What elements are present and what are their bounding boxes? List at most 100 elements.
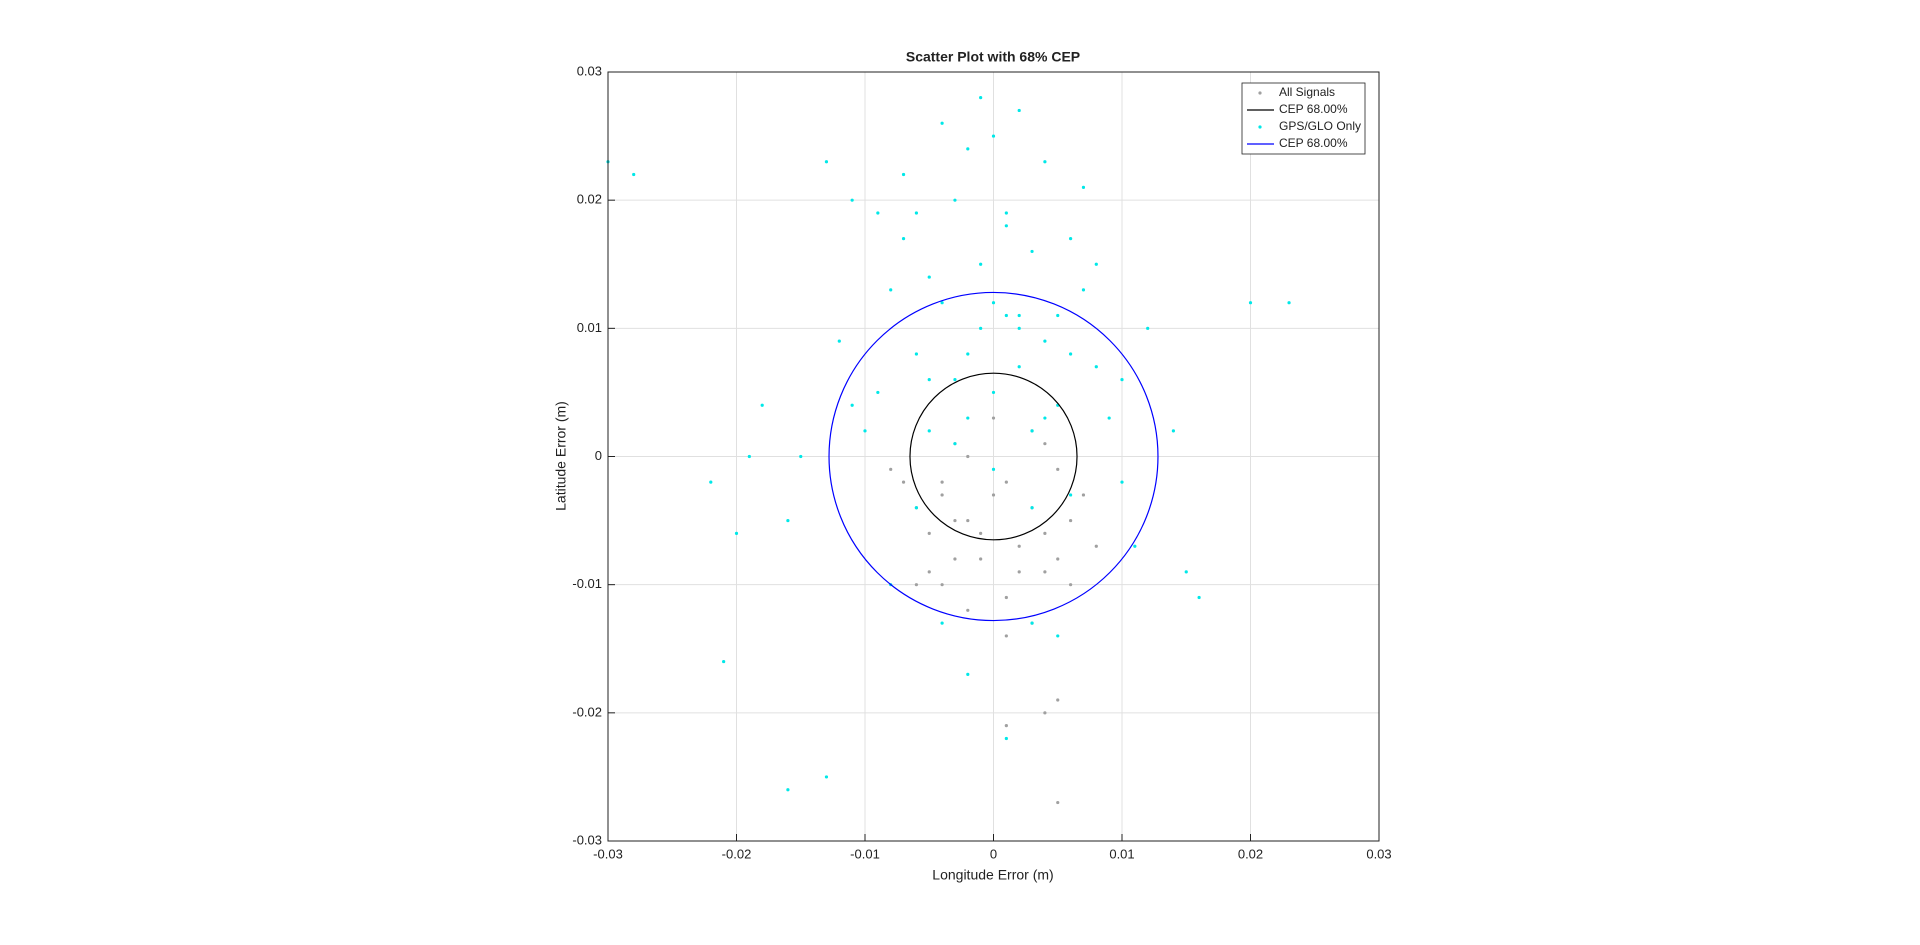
scatter-point bbox=[889, 467, 893, 471]
scatter-point bbox=[927, 570, 931, 574]
scatter-point bbox=[850, 198, 854, 202]
scatter-point bbox=[953, 198, 957, 202]
scatter-point bbox=[1133, 544, 1137, 548]
scatter-point bbox=[1069, 237, 1073, 241]
scatter-point bbox=[1184, 570, 1188, 574]
scatter-point bbox=[837, 339, 841, 343]
y-tick-label: -0.01 bbox=[572, 576, 602, 591]
legend-label: CEP 68.00% bbox=[1279, 102, 1348, 116]
x-tick-label: 0.01 bbox=[1109, 846, 1134, 861]
legend-marker bbox=[1258, 91, 1262, 95]
scatter-point bbox=[966, 608, 970, 612]
scatter-point bbox=[1004, 724, 1008, 728]
legend-marker bbox=[1258, 125, 1262, 129]
scatter-point bbox=[991, 467, 996, 471]
scatter-point bbox=[927, 378, 931, 382]
scatter-point bbox=[876, 211, 880, 215]
scatter-point bbox=[927, 429, 931, 433]
scatter-point bbox=[1030, 506, 1034, 510]
scatter-point bbox=[1017, 313, 1021, 318]
scatter-point bbox=[953, 442, 957, 446]
scatter-point bbox=[1043, 160, 1047, 164]
scatter-point bbox=[1069, 352, 1073, 356]
chart-title: Scatter Plot with 68% CEP bbox=[906, 49, 1080, 65]
scatter-point bbox=[966, 147, 970, 151]
scatter-point bbox=[991, 301, 996, 305]
axes-box bbox=[607, 71, 1380, 842]
scatter-point bbox=[889, 288, 893, 292]
y-tick-label: 0.02 bbox=[577, 192, 602, 207]
scatter-point bbox=[1171, 429, 1175, 433]
y-tick-label: 0.03 bbox=[577, 63, 602, 78]
scatter-point bbox=[1004, 736, 1008, 741]
scatter-point bbox=[863, 429, 867, 433]
scatter-point bbox=[824, 775, 829, 779]
x-tick-label: -0.01 bbox=[850, 846, 880, 861]
scatter-point bbox=[1017, 544, 1021, 548]
scatter-point bbox=[901, 480, 906, 484]
scatter-point bbox=[1056, 634, 1060, 638]
scatter-point bbox=[1004, 480, 1008, 484]
scatter-point bbox=[1030, 621, 1034, 625]
scatter-point bbox=[1030, 429, 1034, 433]
scatter-point bbox=[1056, 698, 1060, 702]
scatter-point bbox=[1107, 416, 1111, 420]
scatter-point bbox=[1004, 595, 1008, 600]
y-axis-label: Latitude Error (m) bbox=[553, 401, 569, 511]
scatter-point bbox=[940, 480, 944, 484]
y-tick-label: 0.01 bbox=[577, 320, 602, 335]
scatter-point bbox=[1069, 583, 1073, 587]
scatter-point bbox=[1017, 365, 1021, 369]
scatter-point bbox=[1004, 634, 1008, 638]
x-tick-label: -0.03 bbox=[593, 846, 623, 861]
scatter-point bbox=[747, 454, 751, 459]
scatter-point bbox=[1120, 480, 1124, 484]
scatter-point bbox=[876, 390, 880, 395]
scatter-point bbox=[1004, 313, 1008, 318]
scatter-point bbox=[1094, 544, 1098, 548]
scatter-point bbox=[991, 416, 996, 420]
y-tick-label: 0 bbox=[595, 448, 602, 463]
scatter-point bbox=[914, 583, 919, 587]
scatter-point bbox=[991, 134, 996, 138]
scatter-point bbox=[979, 531, 983, 536]
scatter-point bbox=[1043, 442, 1047, 446]
scatter-point bbox=[1081, 288, 1086, 292]
scatter-point bbox=[966, 416, 970, 420]
scatter-point bbox=[966, 352, 970, 356]
scatter-point bbox=[1197, 595, 1201, 600]
scatter-point bbox=[1043, 570, 1047, 574]
scatter-point bbox=[940, 583, 944, 587]
scatter-point bbox=[901, 237, 906, 241]
scatter-point bbox=[966, 672, 970, 676]
scatter-point bbox=[940, 493, 944, 497]
scatter-point bbox=[1017, 570, 1021, 574]
scatter-point bbox=[1043, 711, 1047, 715]
scatter-point bbox=[914, 506, 919, 510]
scatter-point bbox=[824, 160, 829, 164]
scatter-point bbox=[1094, 365, 1098, 369]
scatter-point bbox=[709, 480, 713, 484]
scatter-point bbox=[1120, 378, 1124, 382]
x-tick-label: 0.02 bbox=[1238, 846, 1263, 861]
scatter-point bbox=[927, 531, 931, 536]
y-tick-label: -0.02 bbox=[572, 704, 602, 719]
scatter-point bbox=[1056, 800, 1060, 805]
scatter-point bbox=[760, 403, 764, 407]
x-tick-label: 0 bbox=[990, 846, 997, 861]
scatter-point bbox=[1043, 339, 1047, 343]
scatter-point bbox=[1004, 211, 1008, 215]
scatter-point bbox=[940, 621, 944, 625]
legend-label: All Signals bbox=[1279, 85, 1335, 99]
scatter-point bbox=[1248, 301, 1253, 305]
scatter-point bbox=[1081, 185, 1086, 189]
legend-box bbox=[1241, 82, 1366, 155]
scatter-point bbox=[786, 788, 790, 792]
scatter-point bbox=[901, 172, 906, 177]
x-tick-label: 0.03 bbox=[1366, 846, 1391, 861]
scatter-point bbox=[940, 121, 944, 125]
scatter-point bbox=[979, 262, 983, 266]
cep-circle bbox=[828, 291, 1159, 622]
scatter-point bbox=[786, 518, 790, 523]
